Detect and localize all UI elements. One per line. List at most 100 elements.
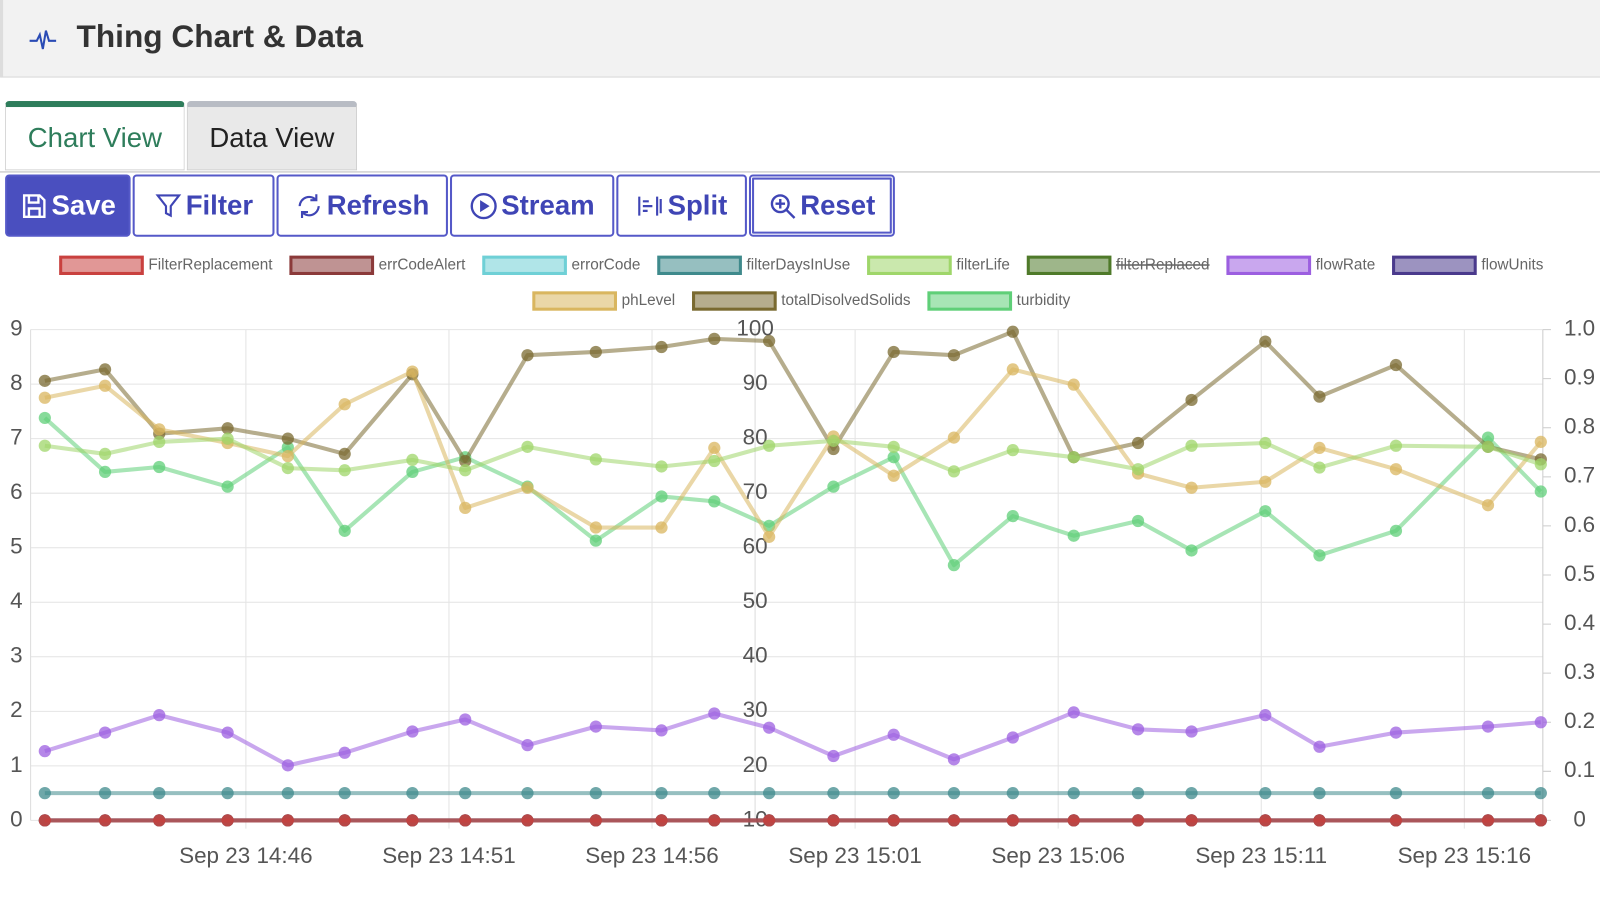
data-point <box>406 725 419 738</box>
y3-tick-label: 0.6 <box>1564 512 1595 537</box>
data-point <box>153 423 166 436</box>
data-point <box>763 530 776 543</box>
legend-item[interactable]: FilterReplacement <box>59 255 274 275</box>
reset-button[interactable]: Reset <box>748 174 895 237</box>
data-point <box>1534 716 1547 729</box>
data-point <box>655 814 668 827</box>
legend-item[interactable]: flowUnits <box>1392 255 1544 275</box>
data-point <box>1067 529 1080 542</box>
data-point <box>1259 475 1272 488</box>
x-tick-label: Sep 23 15:01 <box>788 843 922 868</box>
data-point <box>827 814 840 827</box>
data-point <box>887 469 900 482</box>
split-button[interactable]: Split <box>616 174 747 237</box>
button-label: Stream <box>501 189 595 221</box>
data-point <box>589 720 602 733</box>
data-point <box>708 441 721 455</box>
y-tick-label: 4 <box>10 588 22 613</box>
data-point <box>763 439 776 452</box>
y3-tick-label: 0 <box>1573 806 1585 831</box>
data-point <box>1534 787 1547 800</box>
tab[interactable]: Chart View <box>5 101 185 171</box>
data-point <box>1389 463 1403 476</box>
data-point <box>1534 458 1547 471</box>
data-point <box>406 365 419 378</box>
legend-item[interactable]: filterDaysInUse <box>657 255 850 275</box>
data-point <box>1006 814 1019 827</box>
data-point <box>947 559 961 572</box>
y3-tick-label: 0.3 <box>1564 659 1595 684</box>
stream-button[interactable]: Stream <box>449 174 615 237</box>
data-point <box>153 709 166 722</box>
refresh-button[interactable]: Refresh <box>276 174 448 237</box>
data-point <box>38 745 51 758</box>
y3-tick-label: 0.2 <box>1564 708 1595 733</box>
data-point <box>38 374 51 387</box>
data-point <box>1006 363 1019 376</box>
page-title: Thing Chart & Data <box>76 18 363 55</box>
legend-item[interactable]: flowRate <box>1226 255 1375 275</box>
data-point <box>338 814 351 827</box>
legend-item[interactable]: filterReplaced <box>1026 255 1210 275</box>
data-point <box>763 721 776 734</box>
legend-item[interactable]: errorCode <box>482 255 641 275</box>
y-tick-label: 7 <box>10 425 22 450</box>
data-point <box>655 340 668 354</box>
data-point <box>1006 325 1019 338</box>
data-point <box>1006 443 1019 457</box>
data-point <box>153 435 166 449</box>
tab[interactable]: Data View <box>186 101 358 171</box>
y3-tick-label: 0.7 <box>1564 463 1595 488</box>
legend-item[interactable]: filterLife <box>867 255 1010 275</box>
data-point <box>1313 441 1326 455</box>
legend-item[interactable]: turbidity <box>927 291 1071 311</box>
data-point <box>1185 544 1198 557</box>
data-point <box>1131 723 1145 736</box>
data-point <box>38 787 51 800</box>
data-point <box>281 759 294 772</box>
legend-item[interactable]: errCodeAlert <box>289 255 466 275</box>
data-point <box>338 746 351 759</box>
data-point <box>406 787 419 800</box>
y-tick-label: 5 <box>10 534 22 559</box>
data-point <box>281 814 294 827</box>
y-tick-label: 6 <box>10 479 22 504</box>
y2-tick-label: 20 <box>743 752 768 777</box>
data-point <box>221 814 234 827</box>
data-point <box>221 480 234 493</box>
legend-item[interactable]: totalDisolvedSolids <box>692 291 911 311</box>
data-point <box>887 728 900 741</box>
data-point <box>827 434 840 447</box>
data-point <box>887 451 900 464</box>
y-tick-label: 8 <box>10 370 22 395</box>
filter-button[interactable]: Filter <box>132 174 275 237</box>
x-tick-label: Sep 23 14:56 <box>585 843 719 868</box>
data-point <box>1313 787 1326 800</box>
y3-tick-label: 0.5 <box>1564 561 1595 586</box>
data-point <box>281 461 294 475</box>
data-point <box>98 447 112 461</box>
data-point <box>1481 787 1495 800</box>
legend-swatch <box>1226 255 1312 275</box>
x-tick-label: Sep 23 15:16 <box>1398 843 1532 868</box>
tab-label: Chart View <box>27 122 163 154</box>
data-point <box>589 453 602 466</box>
x-tick-label: Sep 23 15:11 <box>1195 843 1327 868</box>
legend-swatch <box>692 291 777 311</box>
legend-label: totalDisolvedSolids <box>781 292 911 309</box>
data-point <box>887 440 900 453</box>
legend-item[interactable]: phLevel <box>532 291 675 311</box>
tab-label: Data View <box>209 122 335 154</box>
data-point <box>1389 439 1403 452</box>
data-point <box>153 814 166 827</box>
pulse-icon <box>29 30 57 50</box>
data-point <box>338 524 351 537</box>
data-point <box>521 440 534 453</box>
data-point <box>221 422 234 435</box>
data-point <box>1389 358 1403 372</box>
data-point <box>827 787 840 800</box>
data-point <box>763 787 776 800</box>
save-button[interactable]: Save <box>5 174 131 237</box>
legend-label: FilterReplacement <box>148 256 273 273</box>
data-point <box>221 787 234 800</box>
